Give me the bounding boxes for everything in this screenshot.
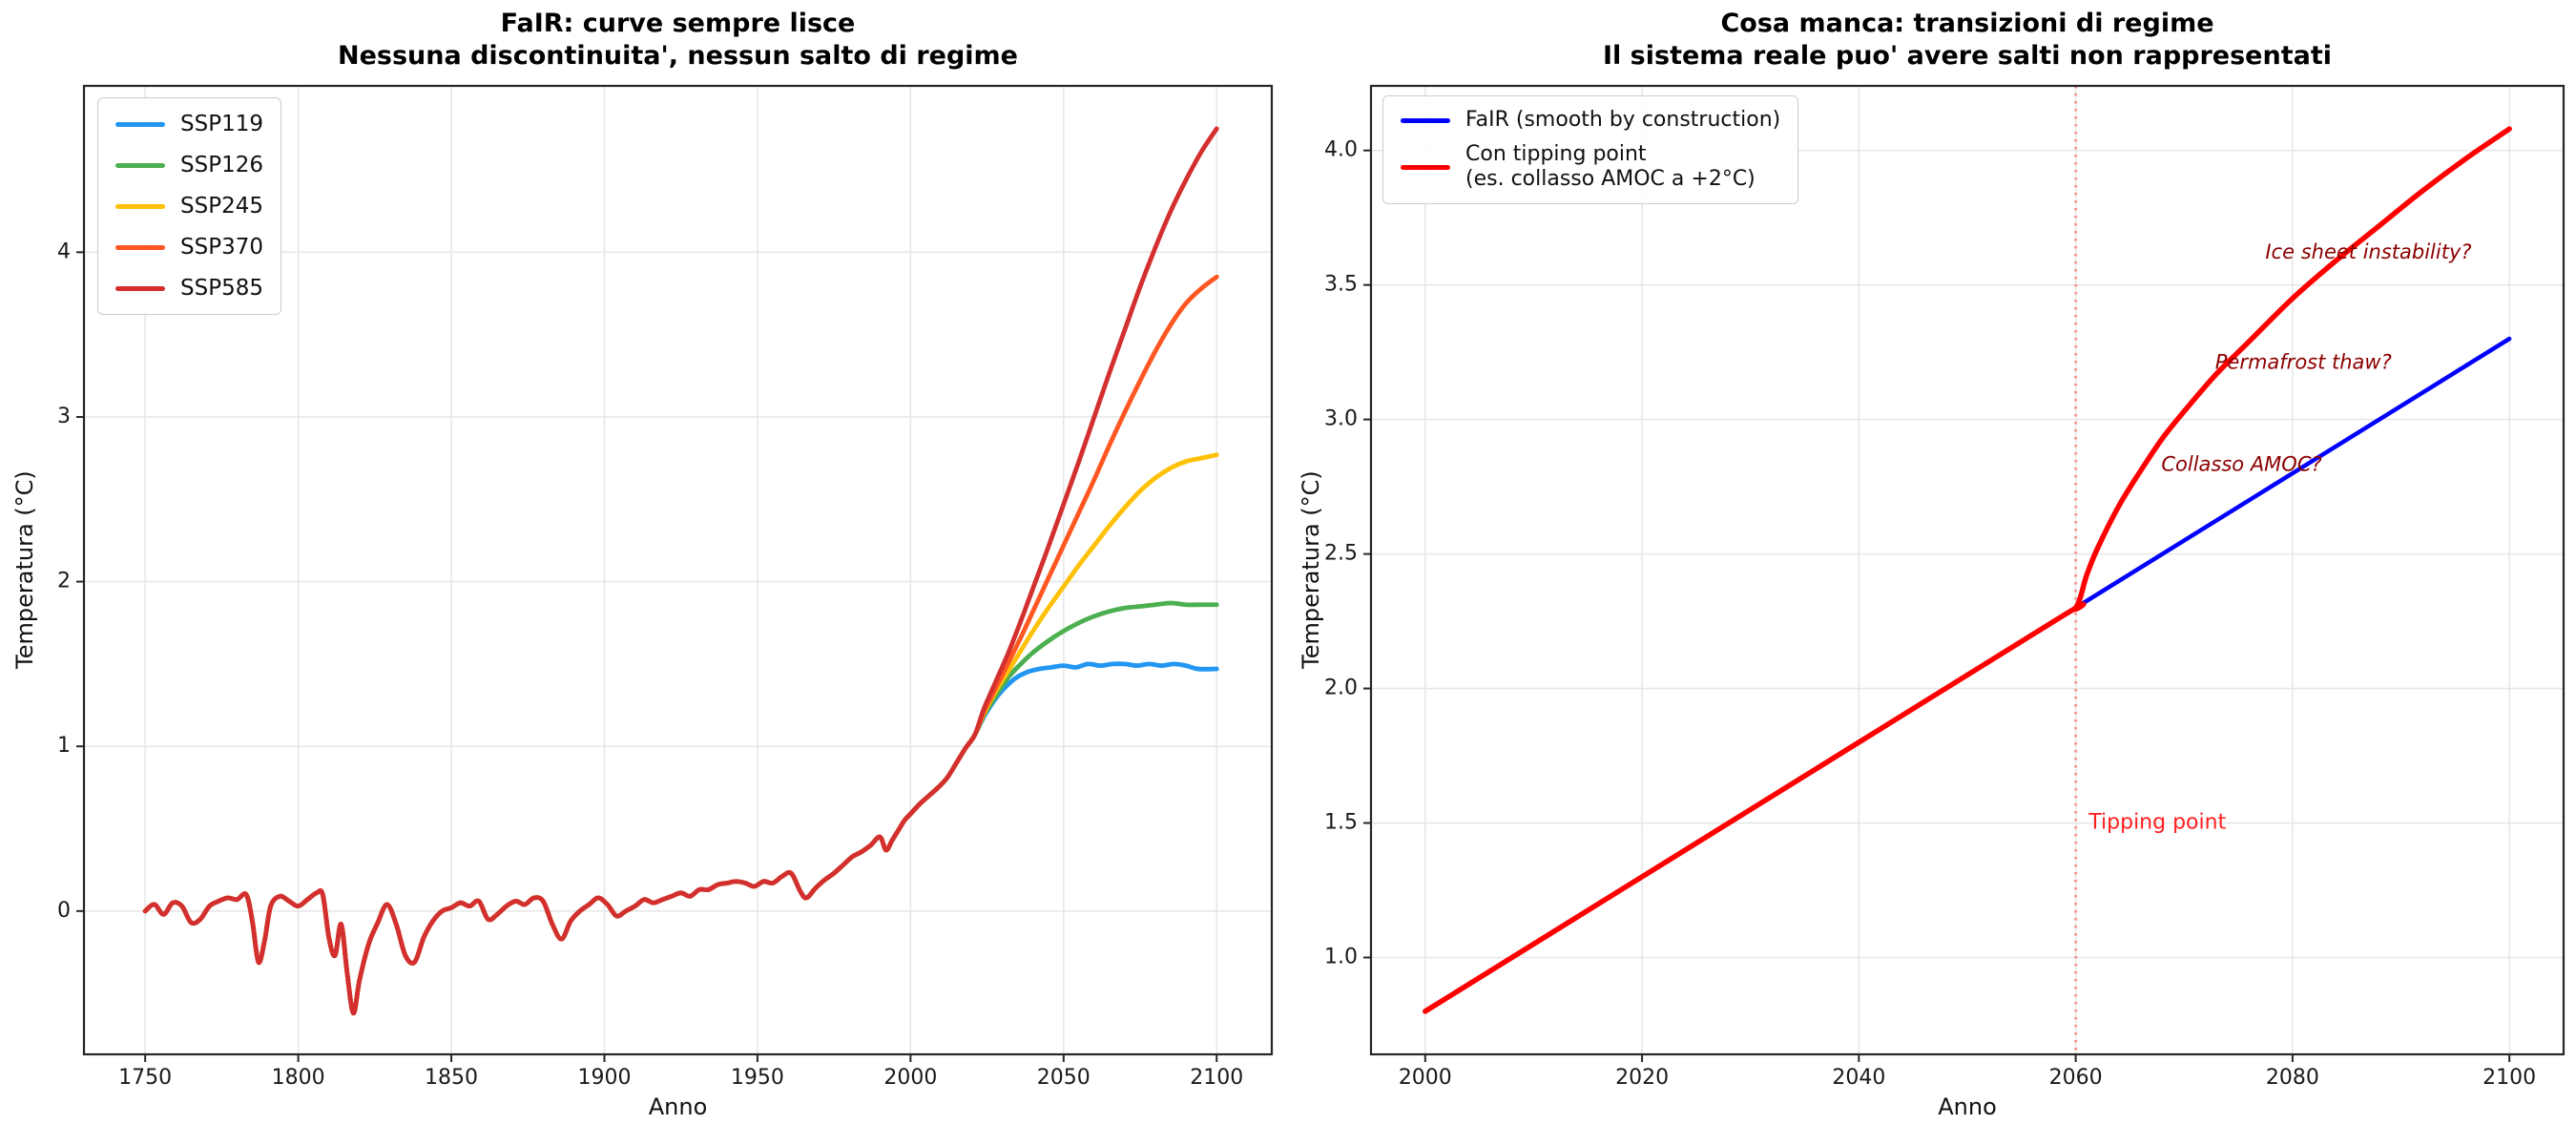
right-gridlines — [1371, 86, 2564, 1054]
legend-entry: SSP370 — [115, 233, 263, 261]
left-y-axis-label: Temperatura (°C) — [11, 470, 38, 669]
legend-label: FaIR (smooth by construction) — [1465, 108, 1781, 132]
left-plot-title-line2: Nessuna discontinuita', nessun salto di … — [337, 41, 1018, 71]
legend-line-swatch — [115, 285, 165, 291]
legend-label: SSP585 — [180, 276, 263, 301]
left-plot: 1750 1800 1850 1900 1950 2000 2050 2100 0 1 2 3 4 — [57, 84, 1274, 1090]
y-tick-label: 3 — [57, 405, 71, 428]
y-tick-label: 1 — [57, 734, 71, 758]
x-tick-label: 2060 — [2049, 1066, 2103, 1090]
y-tick-label: 2.5 — [1324, 542, 1358, 566]
annotation-0: Ice sheet instability? — [2265, 240, 2471, 263]
legend-label: SSP370 — [180, 235, 263, 260]
series-con — [1423, 126, 2512, 1014]
right-ticks: 2000 2020 2040 2060 2080 2100 1.0 1.5 2.0 2.5 3.0 3… — [1324, 138, 2536, 1091]
legend-label: Con tipping point (es. collasso AMOC a +2… — [1465, 142, 1755, 191]
left-gridlines — [84, 86, 1272, 1054]
annotation-3: Tipping point — [2088, 811, 2226, 835]
left-legend: SSP119 SSP126 SSP245 SSP370 SSP585 — [97, 97, 281, 315]
x-tick-label: 1800 — [272, 1066, 325, 1090]
x-tick-label: 2080 — [2266, 1066, 2319, 1090]
annotation-1: Permafrost thaw? — [2215, 350, 2392, 373]
left-plot-title-line1: FaIR: curve sempre lisce — [500, 9, 856, 38]
right-axes-spines — [1369, 84, 2566, 1056]
x-tick-label: 1900 — [577, 1066, 631, 1090]
x-tick-label: 2100 — [2483, 1066, 2536, 1090]
right-x-axis-label: Anno — [1938, 1093, 1997, 1120]
x-tick-label: 1850 — [425, 1066, 478, 1090]
right-legend: FaIR (smooth by construction) Con tipping… — [1382, 95, 1799, 204]
x-tick-label: 2000 — [883, 1066, 937, 1090]
y-tick-label: 4 — [57, 239, 71, 263]
left-axes-spines — [82, 84, 1274, 1056]
x-tick-label: 1750 — [118, 1066, 172, 1090]
legend-line-swatch — [115, 162, 165, 168]
y-tick-label: 2.0 — [1324, 677, 1358, 700]
x-tick-label: 2020 — [1615, 1066, 1669, 1090]
right-plot-title-line2: Il sistema reale puo' avere salti non ra… — [1602, 41, 2332, 71]
left-x-axis-label: Anno — [648, 1093, 708, 1120]
y-tick-label: 3.0 — [1324, 407, 1358, 431]
y-tick-label: 2 — [57, 570, 71, 593]
legend-label: SSP119 — [180, 112, 263, 136]
y-tick-label: 3.5 — [1324, 273, 1358, 297]
left-ticks: 1750 1800 1850 1900 1950 2000 2050 2100 0 1 2 3 4 — [57, 239, 1243, 1090]
series-ssp245 — [142, 452, 1219, 1016]
x-tick-label: 2040 — [1832, 1066, 1885, 1090]
legend-entry: SSP119 — [115, 110, 263, 138]
legend-line-swatch — [115, 244, 165, 250]
x-tick-label: 1950 — [731, 1066, 784, 1090]
legend-label: SSP245 — [180, 194, 263, 219]
y-tick-label: 0 — [57, 899, 71, 923]
legend-label: SSP126 — [180, 153, 263, 177]
legend-entry: FaIR (smooth by construction) — [1401, 108, 1780, 133]
y-tick-label: 4.0 — [1324, 138, 1358, 162]
y-tick-label: 1.0 — [1324, 946, 1358, 969]
x-tick-label: 2050 — [1037, 1066, 1091, 1090]
legend-entry: SSP126 — [115, 151, 263, 179]
series-ssp585 — [142, 126, 1219, 1016]
y-tick-label: 1.5 — [1324, 811, 1358, 835]
annotation-2: Collasso AMOC? — [2161, 453, 2321, 476]
left-plot-title: FaIR: curve sempre lisce Nessuna discont… — [84, 8, 1272, 73]
right-plot: Ice sheet instability? Permafrost thaw? Co… — [1324, 84, 2566, 1091]
legend-entry: SSP245 — [115, 192, 263, 220]
legend-line-swatch — [115, 121, 165, 127]
x-tick-label: 2000 — [1399, 1066, 1452, 1090]
legend-line-swatch — [1401, 164, 1450, 170]
legend-line-swatch — [115, 203, 165, 209]
legend-line-swatch — [1401, 117, 1450, 123]
right-plot-title: Cosa manca: transizioni di regime Il sis… — [1371, 8, 2564, 73]
legend-entry: Con tipping point (es. collasso AMOC a +2… — [1401, 142, 1780, 192]
right-y-axis-label: Temperatura (°C) — [1298, 470, 1324, 669]
legend-entry: SSP585 — [115, 274, 263, 302]
x-tick-label: 2100 — [1190, 1066, 1243, 1090]
right-plot-title-line1: Cosa manca: transizioni di regime — [1720, 9, 2214, 38]
series-ssp119 — [142, 661, 1219, 1016]
